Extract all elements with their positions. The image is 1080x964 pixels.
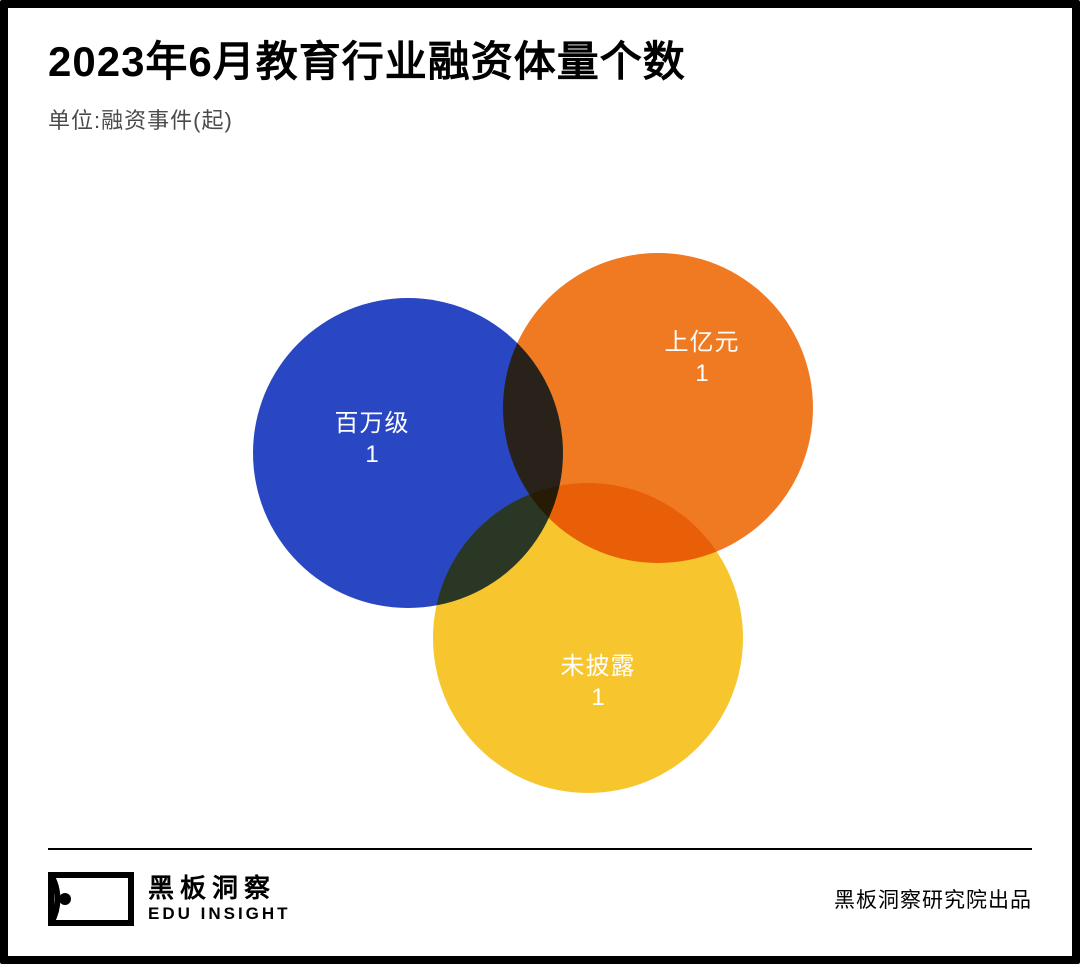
bubble-value: 1 [335,439,410,470]
brand-name-en: EDU INSIGHT [148,904,291,924]
footer-divider [48,848,1032,850]
chart-title: 2023年6月教育行业融资体量个数 [48,28,1032,89]
header: 2023年6月教育行业融资体量个数 单位:融资事件(起) [8,8,1072,135]
bubble-value: 1 [665,358,740,389]
chart-frame: 2023年6月教育行业融资体量个数 单位:融资事件(起) 百万级1上亿元1未披露… [0,0,1080,964]
bubble-label: 未披露 [561,651,636,682]
chart-subtitle: 单位:融资事件(起) [48,103,1032,135]
bubble-yellow: 未披露1 [433,483,743,793]
brand-text: 黑板洞察 EDU INSIGHT [148,874,291,923]
footer-row: 黑板洞察 EDU INSIGHT 黑板洞察研究院出品 [48,872,1032,926]
bubble-label: 上亿元 [665,327,740,358]
footer: 黑板洞察 EDU INSIGHT 黑板洞察研究院出品 [48,848,1032,926]
credit-text: 黑板洞察研究院出品 [834,884,1032,914]
bubble-chart: 百万级1上亿元1未披露1 [8,158,1072,818]
bubble-label: 百万级 [335,408,410,439]
brand: 黑板洞察 EDU INSIGHT [48,872,291,926]
brand-logo-icon [48,872,134,926]
bubble-value: 1 [561,682,636,713]
brand-name-cn: 黑板洞察 [148,874,291,904]
